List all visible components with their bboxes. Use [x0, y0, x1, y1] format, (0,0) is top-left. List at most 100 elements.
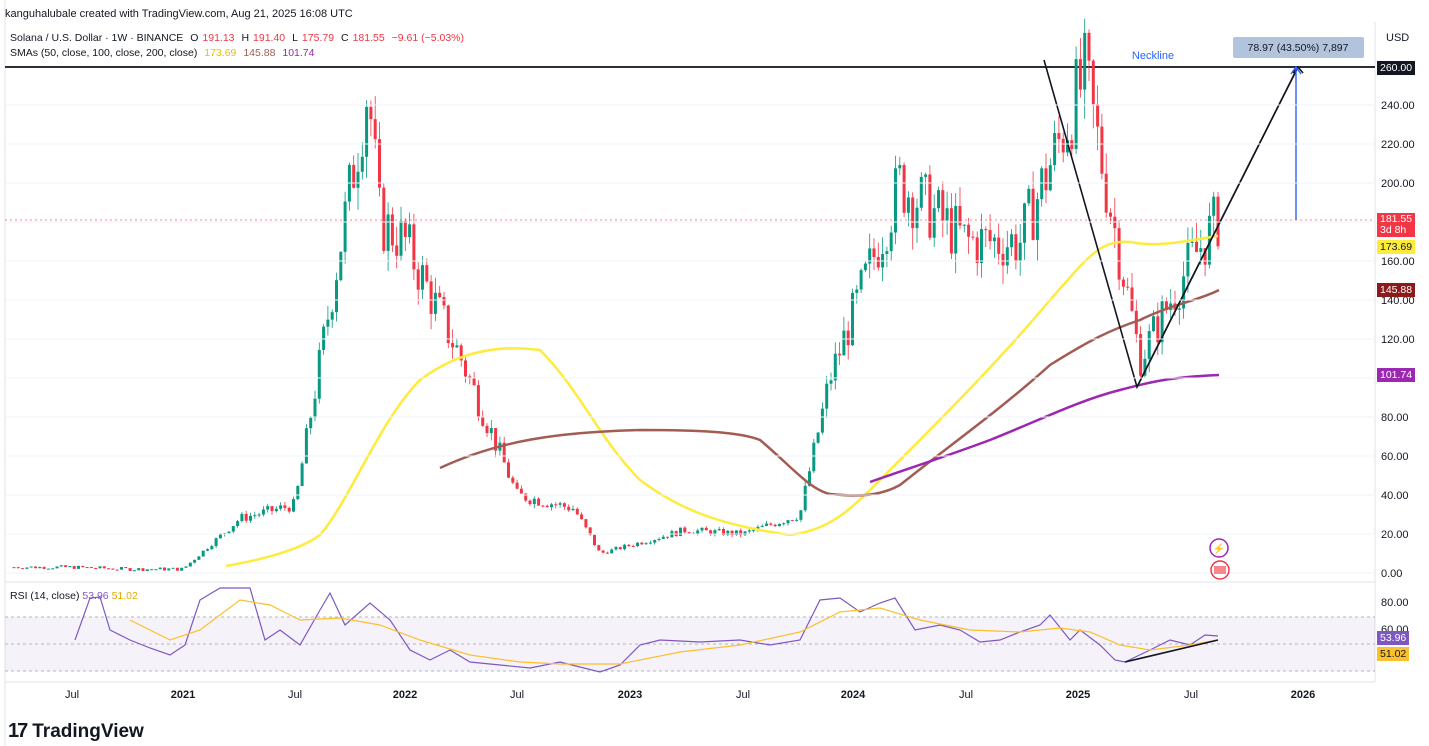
- price-tick: 240.00: [1381, 100, 1415, 112]
- candle-body: [102, 566, 106, 569]
- candle-body: [1147, 331, 1151, 359]
- candle-body: [34, 566, 37, 569]
- candle-body: [1152, 316, 1155, 332]
- lightning-icon: ⚡: [1213, 542, 1225, 555]
- candle-body: [717, 528, 721, 531]
- candle-body: [29, 566, 33, 568]
- candle-body: [386, 214, 390, 251]
- candle-body: [416, 269, 420, 290]
- price-tick: 60.00: [1381, 451, 1409, 463]
- candle-body: [38, 566, 42, 569]
- candle-body: [89, 567, 93, 569]
- candle-body: [984, 229, 988, 231]
- candle-body: [1121, 279, 1125, 287]
- candle-body: [339, 251, 343, 281]
- candle-body: [296, 485, 300, 500]
- symbol-name: Solana / U.S. Dollar · 1W · BINANCE: [10, 32, 184, 44]
- time-tick: Jul: [1184, 689, 1198, 701]
- candle-body: [919, 176, 923, 208]
- candle-body: [502, 442, 506, 463]
- candle-body: [442, 297, 446, 306]
- candle-body: [937, 190, 940, 209]
- candle-body: [240, 513, 244, 522]
- price-tick: 140.00: [1381, 295, 1415, 307]
- candle-body: [244, 513, 248, 521]
- candle-body: [795, 519, 799, 521]
- currency-label: USD: [1386, 32, 1410, 44]
- event-icon[interactable]: [1209, 538, 1229, 558]
- candle-body: [700, 527, 704, 531]
- candle-body: [274, 508, 278, 512]
- time-tick: Jul: [288, 689, 302, 701]
- time-tick: Jul: [510, 689, 524, 701]
- candle-body: [653, 540, 657, 543]
- candle-body: [825, 383, 829, 409]
- candle-body: [231, 526, 235, 532]
- candle-body: [451, 343, 455, 348]
- time-tick: Jul: [65, 689, 79, 701]
- candle-body: [1091, 60, 1095, 105]
- candle-body: [438, 292, 442, 298]
- candle-body: [816, 432, 820, 443]
- candle-body: [206, 549, 209, 551]
- candle-body: [610, 549, 614, 554]
- candle-body: [378, 139, 381, 188]
- candle-body: [820, 408, 824, 433]
- candle-body: [446, 305, 450, 344]
- candle-body: [554, 504, 558, 506]
- sma-legend: SMAs (50, close, 100, close, 200, close)…: [10, 47, 318, 59]
- last-price-tag: 181.55 3d 8h: [1377, 213, 1416, 237]
- measure-arrowhead: [1290, 65, 1302, 75]
- candle-body: [1199, 248, 1203, 252]
- candle-body: [992, 237, 996, 242]
- neckline-label: Neckline: [1132, 50, 1174, 62]
- candle-body: [730, 530, 734, 536]
- rsi-label-text: RSI (14, close): [10, 590, 80, 602]
- candle-body: [403, 220, 407, 238]
- candle-body: [842, 330, 846, 356]
- candle-body: [709, 530, 713, 535]
- candle-body: [1160, 301, 1164, 343]
- candle-body: [115, 569, 119, 571]
- candle-body: [1104, 173, 1108, 213]
- sma100-line: [439, 288, 1220, 497]
- candle-body: [928, 174, 932, 238]
- candle-body: [704, 527, 708, 531]
- candle-body: [580, 514, 584, 520]
- candle-body: [1070, 140, 1074, 149]
- candle-body: [894, 168, 897, 233]
- candle-body: [876, 257, 880, 268]
- candle-body: [614, 547, 618, 550]
- candle-body: [941, 190, 945, 221]
- candle-body: [962, 224, 966, 226]
- candle-body: [197, 556, 201, 560]
- candle-body: [773, 524, 777, 527]
- candle-body: [124, 567, 128, 569]
- candle-body: [64, 565, 68, 567]
- candle-body: [1040, 168, 1044, 200]
- candle-body: [201, 550, 205, 557]
- ohlc-values: O 191.13 H 191.40 L 175.79 C 181.55 −9.61 (−…: [190, 32, 464, 44]
- candle-body: [16, 567, 20, 569]
- measure-label: 78.97 (43.50%) 7,897: [1248, 42, 1349, 54]
- price-tick: 120.00: [1381, 334, 1415, 346]
- price-axis-ticks: 240.00220.00200.00180.00160.00140.00120.…: [5, 100, 1415, 580]
- candle-body: [597, 545, 601, 551]
- candle-body: [859, 270, 863, 290]
- candle-body: [55, 566, 59, 569]
- time-tick: 2026: [1291, 689, 1315, 701]
- candle-body: [1078, 59, 1082, 90]
- candle-body: [1182, 276, 1186, 309]
- tradingview-logo[interactable]: 17 TradingView: [8, 720, 144, 743]
- time-axis-ticks: Jul 2021 Jul 2022 Jul 2023 Jul 2024 Jul 2025 Jul 20…: [65, 689, 1315, 701]
- candle-body: [313, 398, 317, 418]
- candle-body: [696, 530, 700, 534]
- sma200-line: [869, 373, 1220, 484]
- candle-body: [1126, 286, 1130, 288]
- rsi-tick: 80.00: [1381, 597, 1409, 609]
- candle-body: [335, 280, 338, 313]
- candle-body: [975, 237, 979, 263]
- candle-body: [790, 520, 794, 522]
- candle-body: [666, 536, 670, 538]
